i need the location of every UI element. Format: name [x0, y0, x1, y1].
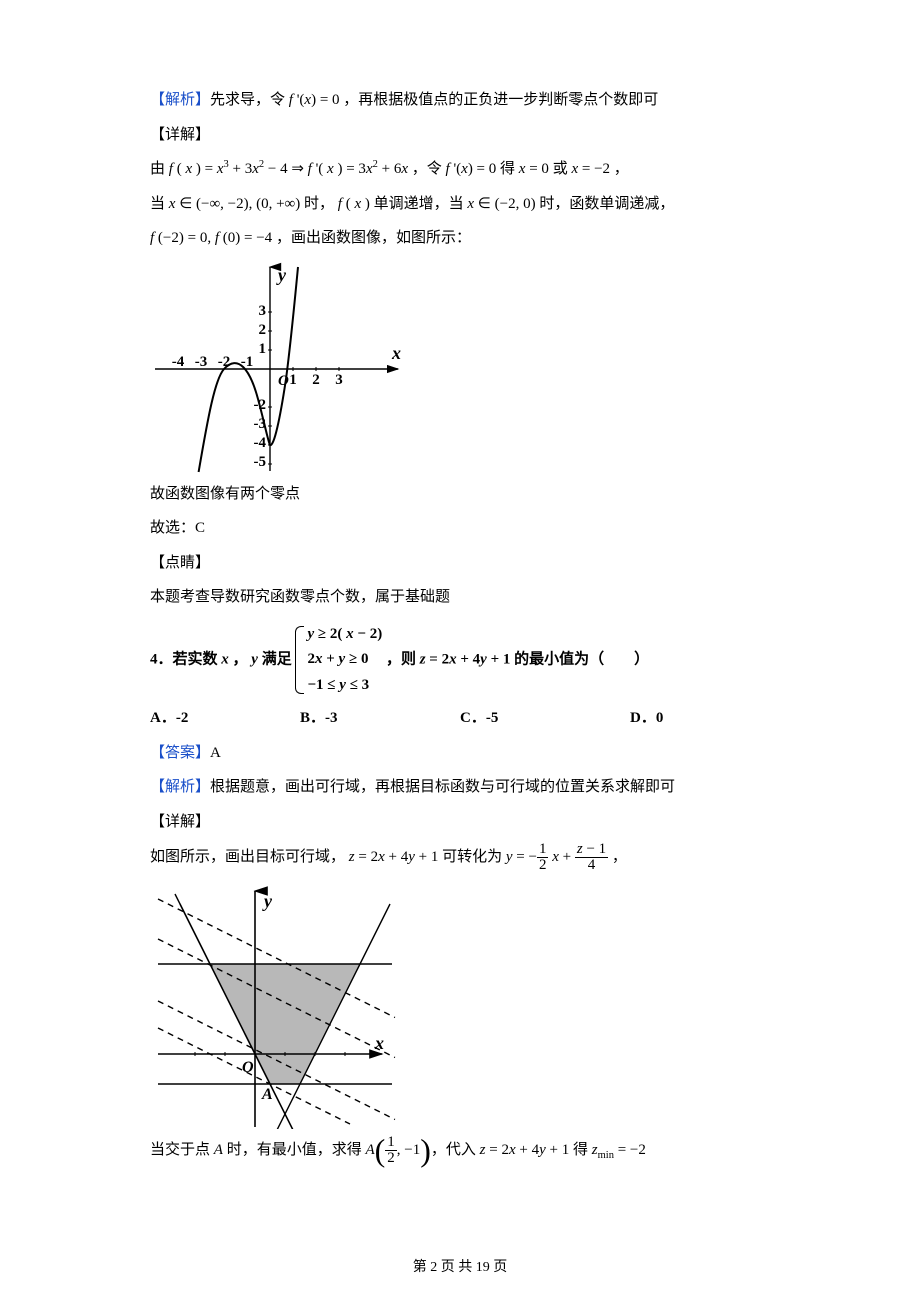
deriv-line-1: 由 f ( x ) = x3 + 3x2 − 4 ⇒ f '( x ) = 3x… [150, 155, 770, 184]
svg-text:x: x [374, 1033, 384, 1053]
deriv-line-3: f (−2) = 0, f (0) = −4 ，画出函数图像，如图所示： [150, 224, 770, 253]
opt-a: A．-2 [150, 704, 300, 733]
svg-text:O: O [242, 1059, 254, 1076]
analysis-text: 先求导，令 f '(x) = 0 ，再根据极值点的正负进一步判断零点个数即可 [210, 92, 658, 108]
svg-text:3: 3 [335, 372, 343, 388]
opt-c: C．-5 [460, 704, 630, 733]
detail-tag-line: 【详解】 [150, 121, 770, 150]
answer-tag: 【答案】 [150, 745, 210, 761]
final-line: 当交于点 A 时，有最小值，求得 A(12, −1)，代入 z = 2x + 4… [150, 1135, 770, 1166]
svg-text:A: A [261, 1086, 273, 1103]
opt-b: B．-3 [300, 704, 460, 733]
opt-d: D．0 [630, 704, 690, 733]
svg-text:y: y [262, 891, 273, 911]
svg-text:-4: -4 [254, 435, 267, 451]
feasible-region-graph: O x y A [150, 879, 770, 1129]
answer-line: 【答案】A [150, 739, 770, 768]
svg-text:-3: -3 [195, 354, 208, 370]
svg-text:-4: -4 [172, 354, 185, 370]
svg-text:y: y [276, 265, 287, 285]
analysis-tag: 【解析】 [150, 92, 210, 108]
cubic-graph: -4 -3 -2 -1 1 2 3 1 2 3 -2 -3 -4 [150, 259, 770, 474]
analysis-line: 【解析】先求导，令 f '(x) = 0 ，再根据极值点的正负进一步判断零点个数… [150, 86, 770, 115]
concl-1: 故函数图像有两个零点 [150, 480, 770, 509]
svg-text:x: x [391, 343, 401, 363]
svg-text:2: 2 [259, 322, 267, 338]
detail-tag-4: 【详解】 [150, 814, 210, 830]
deriv-line-2: 当 x ∈ (−∞, −2), (0, +∞) 时， f ( x ) 单调递增，… [150, 190, 770, 219]
page-footer: 第 2 页 共 19 页 [0, 1255, 920, 1282]
options-row: A．-2 B．-3 C．-5 D．0 [150, 704, 770, 733]
svg-text:1: 1 [259, 341, 267, 357]
problem-4-stem: 4．若实数 x ， y 满足 y ≥ 2( x − 2) 2x + y ≥ 0 … [150, 622, 770, 699]
answer-value: A [210, 745, 221, 761]
svg-text:2: 2 [312, 372, 320, 388]
analysis-tag-4: 【解析】 [150, 779, 210, 795]
svg-text:3: 3 [259, 303, 267, 319]
q-number: 4． [150, 651, 173, 667]
detail-tag-line-4: 【详解】 [150, 808, 770, 837]
comment-tag-line: 【点睛】 [150, 549, 770, 578]
analysis-text-4: 根据题意，画出可行域，再根据目标函数与可行域的位置关系求解即可 [210, 779, 675, 795]
comment-text: 本题考查导数研究函数零点个数，属于基础题 [150, 583, 770, 612]
transform-line: 如图所示，画出目标可行域， z = 2x + 4y + 1 可转化为 y = −… [150, 842, 770, 873]
svg-text:1: 1 [289, 372, 297, 388]
detail-tag: 【详解】 [150, 127, 210, 143]
comment-tag: 【点睛】 [150, 555, 210, 571]
svg-text:-5: -5 [254, 454, 267, 470]
concl-2: 故选：C [150, 514, 770, 543]
analysis-line-4: 【解析】根据题意，画出可行域，再根据目标函数与可行域的位置关系求解即可 [150, 773, 770, 802]
